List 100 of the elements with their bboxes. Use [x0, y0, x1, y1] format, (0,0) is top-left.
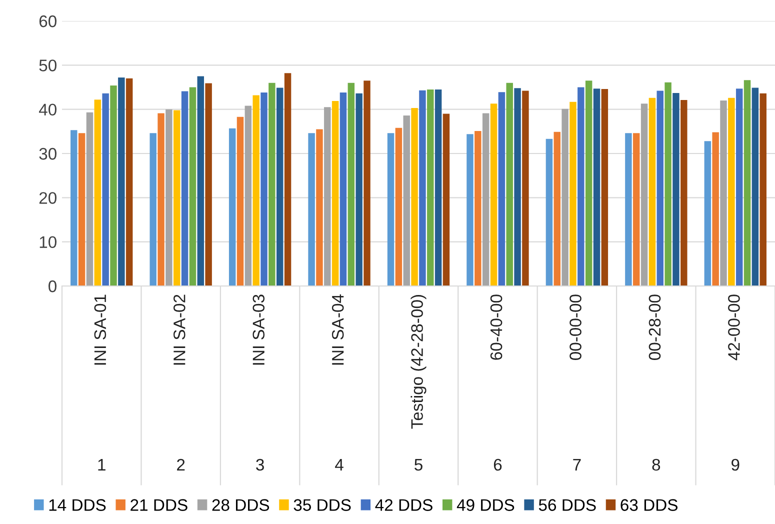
legend-label: 14 DDS — [49, 499, 106, 511]
bar — [585, 80, 592, 286]
bar — [102, 93, 109, 286]
y-tick-label: 50 — [39, 60, 56, 72]
bar — [110, 85, 117, 286]
legend-label: 49 DDS — [456, 499, 514, 511]
bar — [181, 91, 188, 286]
bar — [562, 108, 568, 286]
bar — [86, 112, 94, 286]
bar — [656, 90, 664, 286]
y-tick-label: 0 — [48, 280, 56, 292]
bar — [395, 128, 402, 286]
text: 3 — [256, 458, 264, 471]
bar — [593, 88, 600, 286]
bar — [166, 109, 172, 286]
bar — [419, 90, 426, 286]
bar — [601, 89, 608, 286]
bar — [260, 92, 268, 286]
x-tick-label: INI SA-02 — [174, 294, 186, 365]
bar — [664, 82, 672, 286]
bar — [126, 78, 133, 286]
bar — [554, 132, 561, 286]
y-tick-label: 10 — [40, 236, 56, 248]
bar — [268, 82, 276, 286]
bar — [466, 134, 474, 286]
bar — [356, 93, 362, 286]
bar — [506, 82, 513, 286]
bar — [680, 100, 688, 286]
bar — [752, 88, 759, 286]
bar — [578, 87, 584, 286]
text: 8 — [652, 458, 660, 471]
bar — [434, 89, 442, 286]
bar — [744, 80, 751, 286]
x-tick-label: 00-00-00 — [570, 294, 582, 360]
bar — [720, 100, 727, 286]
bar — [387, 133, 394, 286]
bar — [640, 104, 648, 286]
bar — [205, 83, 212, 286]
bar — [228, 128, 236, 286]
bar — [236, 116, 244, 286]
bar — [736, 88, 743, 286]
bar — [411, 108, 418, 286]
text: 7 — [573, 459, 581, 471]
bar — [712, 132, 719, 286]
bar — [403, 116, 410, 286]
bar — [498, 92, 506, 286]
x-tick-label: INI SA-01 — [94, 294, 106, 365]
text: 1 — [98, 459, 106, 471]
bar — [427, 89, 434, 286]
bar — [648, 98, 656, 286]
legend-label: 63 DDS — [620, 499, 678, 511]
legend-label: 35 DDS — [294, 499, 351, 511]
legend-label: 28 DDS — [212, 499, 270, 511]
legend-label: 21 DDS — [130, 499, 188, 511]
bar — [570, 102, 576, 286]
x-tick-label: Testigo (42-28-00) — [410, 294, 426, 429]
bar — [490, 104, 498, 286]
bar — [316, 129, 323, 286]
bar — [150, 133, 156, 286]
bar — [625, 133, 632, 286]
bar — [308, 133, 315, 286]
bar — [332, 100, 339, 286]
bar — [442, 114, 450, 286]
y-tick-label: 60 — [39, 15, 56, 28]
bar — [364, 80, 370, 286]
text: 9 — [732, 458, 740, 471]
bar — [728, 98, 735, 286]
bar — [340, 92, 347, 286]
text: 6 — [494, 458, 502, 471]
x-tick-label: 42-00-00 — [728, 294, 740, 360]
bar — [158, 113, 164, 286]
legend-label: 56 DDS — [538, 499, 596, 511]
bar — [632, 133, 640, 286]
bar — [324, 107, 331, 286]
bar — [474, 130, 482, 286]
x-tick-label: 60-40-00 — [490, 294, 502, 360]
bar — [284, 73, 292, 286]
bar — [78, 133, 86, 286]
y-tick-label: 30 — [39, 148, 56, 160]
x-tick-label: 00-28-00 — [648, 294, 661, 360]
text: 2 — [177, 458, 185, 471]
y-tick-label: 40 — [38, 104, 56, 116]
bar — [174, 110, 180, 286]
bar — [522, 90, 529, 286]
x-tick-label: INI SA-04 — [332, 294, 344, 365]
bar — [252, 95, 260, 286]
legend-label: 42 DDS — [375, 499, 432, 511]
bar — [118, 78, 125, 286]
bar — [244, 106, 252, 286]
bar — [189, 87, 196, 286]
bar — [348, 82, 355, 286]
bar — [197, 76, 204, 286]
bar — [514, 88, 521, 286]
x-tick-label: INI SA-03 — [252, 294, 265, 365]
bar — [482, 113, 490, 286]
bar — [672, 92, 680, 286]
bar — [276, 88, 284, 286]
bar — [94, 100, 102, 286]
bar — [760, 93, 766, 286]
bar — [704, 141, 712, 286]
